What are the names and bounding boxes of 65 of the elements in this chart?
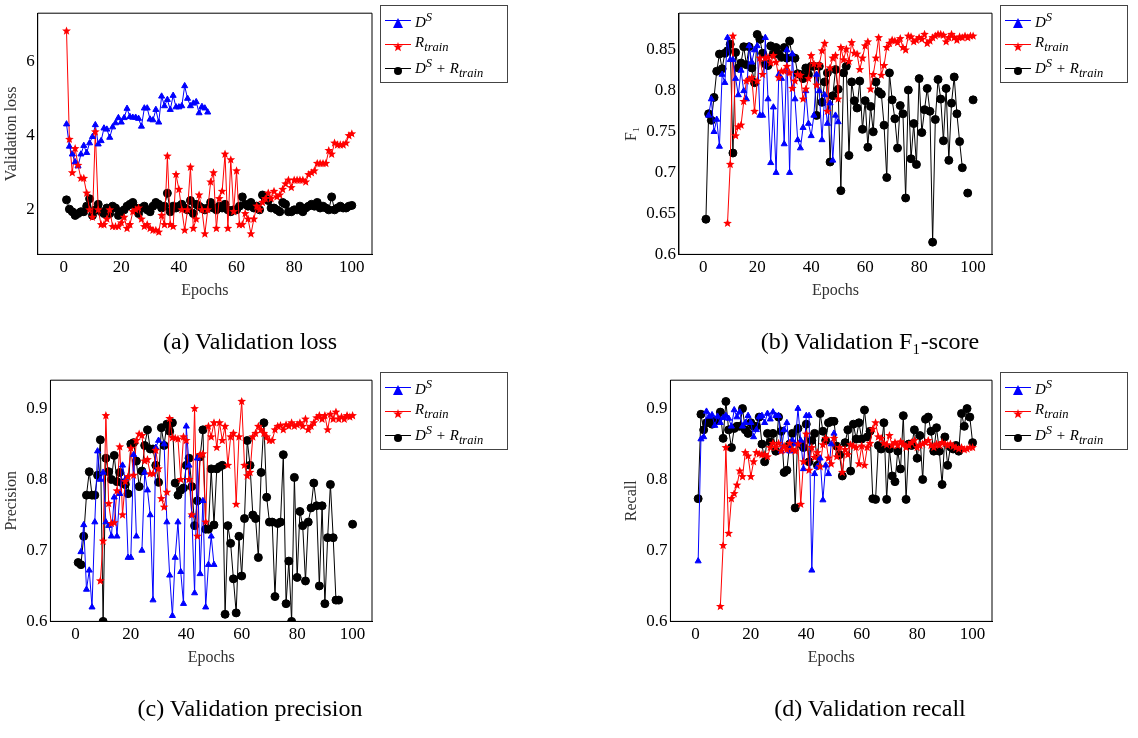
y-tick-label: 0.9 [26, 398, 48, 418]
legend-label: D$^{S}$ + R$_{train}$ [415, 55, 484, 81]
legend-label: D$^{S}$ + R$_{train}$ [415, 422, 484, 448]
x-tick-label: 100 [959, 624, 986, 644]
y-axis-title: Recall [621, 479, 639, 522]
legend-label: D$^{S}$ [1035, 376, 1053, 398]
legend-label: D$^{S}$ + R$_{train}$ [1035, 55, 1104, 81]
x-tick-label: 40 [177, 624, 195, 644]
y-tick-label: 0.7 [654, 162, 677, 182]
legend-label: R$_{train}$ [415, 400, 449, 422]
y-tick-label: 0.6 [26, 610, 48, 630]
y-axis-title: Precision [1, 471, 19, 531]
x-tick-label: 100 [960, 257, 986, 277]
x-axis-title: Epochs [811, 280, 860, 299]
x-axis-title: Epochs [187, 647, 235, 666]
y-tick-label: 4 [26, 125, 36, 145]
legend-label: D$^{S}$ [415, 9, 433, 31]
x-tick-label: 80 [288, 624, 306, 644]
y-tick-label: 0.9 [646, 398, 668, 418]
y-tick-label: 0.8 [646, 468, 668, 488]
x-tick-label: 80 [908, 624, 926, 644]
y-tick-label: 0.85 [646, 39, 676, 59]
x-tick-label: 60 [233, 624, 251, 644]
legend-label: D$^{S}$ [415, 376, 433, 398]
x-tick-label: 0 [698, 257, 708, 277]
y-tick-label: 0.7 [646, 539, 668, 559]
x-tick-label: 20 [122, 624, 140, 644]
x-tick-label: 20 [742, 624, 760, 644]
y-tick-label: 0.6 [646, 610, 668, 630]
x-tick-label: 100 [339, 624, 366, 644]
y-tick-label: 0.75 [646, 121, 676, 141]
x-tick-label: 0 [691, 624, 700, 644]
y-tick-label: 2 [26, 199, 35, 219]
x-tick-label: 80 [910, 257, 928, 277]
x-tick-label: 60 [228, 257, 246, 277]
text: (a) Validation loss [161, 328, 339, 355]
y-axis-title: F₁ [621, 126, 639, 142]
legend-label: D$^{S}$ + R$_{train}$ [1035, 422, 1104, 448]
x-tick-label: 60 [853, 624, 871, 644]
x-tick-label: 60 [856, 257, 874, 277]
y-tick-label: 0.8 [654, 80, 676, 100]
x-tick-label: 80 [285, 257, 303, 277]
y-tick-label: 0.6 [654, 243, 676, 263]
legend-label: D$^{S}$ [1035, 9, 1053, 31]
x-tick-label: 40 [797, 624, 815, 644]
x-tick-label: 0 [71, 624, 80, 644]
x-tick-label: 20 [748, 257, 766, 277]
x-axis-title: Epochs [181, 280, 229, 299]
text: (b) Validation F₁-score [759, 328, 981, 355]
x-tick-label: 100 [339, 257, 365, 277]
legend-label: R$_{train}$ [1035, 33, 1069, 55]
text: (c) Validation precision [136, 695, 364, 722]
y-tick-label: 6 [26, 50, 35, 70]
legend-label: R$_{train}$ [1035, 400, 1069, 422]
x-tick-label: 20 [112, 257, 130, 277]
y-tick-label: 0.65 [646, 202, 676, 222]
y-axis-title: Validation loss [1, 86, 19, 182]
x-axis-title: Epochs [807, 647, 855, 666]
legend-label: R$_{train}$ [415, 33, 449, 55]
x-tick-label: 40 [802, 257, 820, 277]
y-tick-label: 0.8 [26, 468, 48, 488]
text: (d) Validation recall [773, 695, 967, 722]
x-tick-label: 40 [170, 257, 188, 277]
y-tick-label: 0.7 [26, 539, 48, 559]
x-tick-label: 0 [59, 257, 68, 277]
